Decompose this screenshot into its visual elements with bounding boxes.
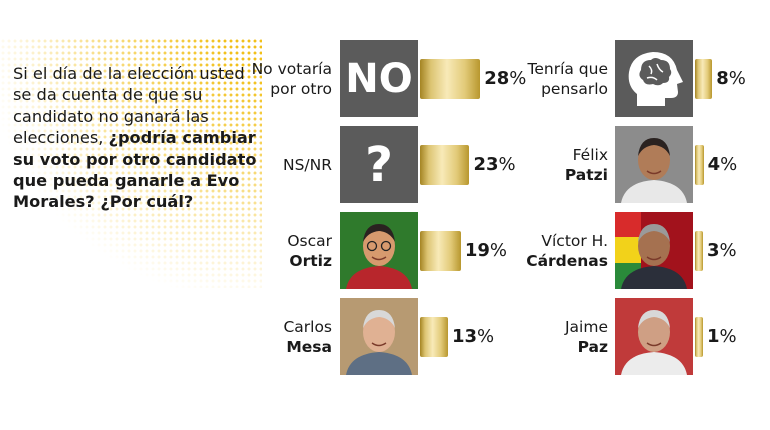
value-bar [695, 59, 713, 99]
value-label: 8% [716, 59, 746, 99]
halftone-decoration [0, 38, 262, 288]
value-number: 23 [473, 154, 499, 175]
value-number: 4 [707, 154, 721, 175]
label-second-line: por otro [270, 80, 332, 98]
label-second-line: Ortiz [289, 252, 332, 270]
percent-sign: % [489, 240, 508, 261]
no-tile: NO [340, 40, 418, 117]
value-number: 3 [707, 240, 720, 261]
value-label: 28% [484, 59, 526, 99]
question-intro: Si el día de la elección usted se da cue… [13, 64, 245, 148]
value-number: 1 [707, 326, 720, 347]
candidate-photo [340, 298, 418, 375]
candidate-photo [340, 212, 418, 289]
percent-sign: % [719, 326, 737, 347]
label-first-line: Víctor H. [541, 232, 608, 250]
item-label: Tenría que pensarlo [528, 59, 609, 99]
candidate-photo [615, 212, 693, 289]
value-bar [420, 59, 481, 99]
percent-sign: % [477, 326, 495, 347]
item-label: Carlos Mesa [283, 317, 332, 357]
item-label: NS/NR [283, 155, 332, 175]
question-text: Si el día de la elección usted se da cue… [13, 63, 258, 213]
head-brain-icon [615, 40, 693, 117]
label-second-line: Mesa [286, 338, 332, 356]
value-label: 3% [707, 231, 737, 271]
value-label: 23% [473, 145, 515, 185]
label-first-line: NS/NR [282, 156, 332, 174]
percent-sign: % [728, 68, 746, 89]
value-number: 19 [464, 240, 490, 261]
item-label: Félix Patzi [565, 145, 608, 185]
percent-sign: % [509, 68, 527, 89]
candidate-photo [615, 298, 693, 375]
value-bar [695, 317, 703, 357]
value-number: 13 [451, 326, 477, 347]
value-label: 4% [708, 145, 738, 185]
value-number: 28 [484, 68, 510, 89]
value-label: 1% [707, 317, 737, 357]
question-bold: ¿podría cambiar su voto por otro candida… [13, 128, 257, 212]
question-mark-tile: ? [340, 126, 418, 203]
percent-sign: % [719, 240, 737, 261]
value-bar [420, 145, 470, 185]
value-bar [420, 317, 448, 357]
label-second-line: Cárdenas [526, 252, 608, 270]
candidate-photo [615, 126, 693, 203]
value-label: 13% [452, 317, 494, 357]
value-label: 19% [465, 231, 507, 271]
value-number: 8 [716, 68, 729, 89]
value-bar [420, 231, 461, 271]
label-first-line: Jaime [564, 318, 608, 336]
item-label: Jaime Paz [565, 317, 608, 357]
label-first-line: Félix [572, 146, 608, 164]
label-second-line: Patzi [564, 166, 608, 184]
label-second-line: Paz [577, 338, 608, 356]
label-first-line: Carlos [283, 318, 332, 336]
percent-sign: % [720, 154, 738, 175]
value-bar [695, 231, 703, 271]
label-first-line: Tenría que [527, 60, 609, 78]
item-label: Víctor H. Cárdenas [526, 231, 608, 271]
label-second-line: pensarlo [541, 80, 608, 98]
percent-sign: % [498, 154, 516, 175]
value-bar [695, 145, 704, 185]
label-first-line: Oscar [287, 232, 332, 250]
item-label: No votaría por otro [252, 59, 332, 99]
label-first-line: No votaría [251, 60, 332, 78]
item-label: Oscar Ortiz [287, 231, 332, 271]
